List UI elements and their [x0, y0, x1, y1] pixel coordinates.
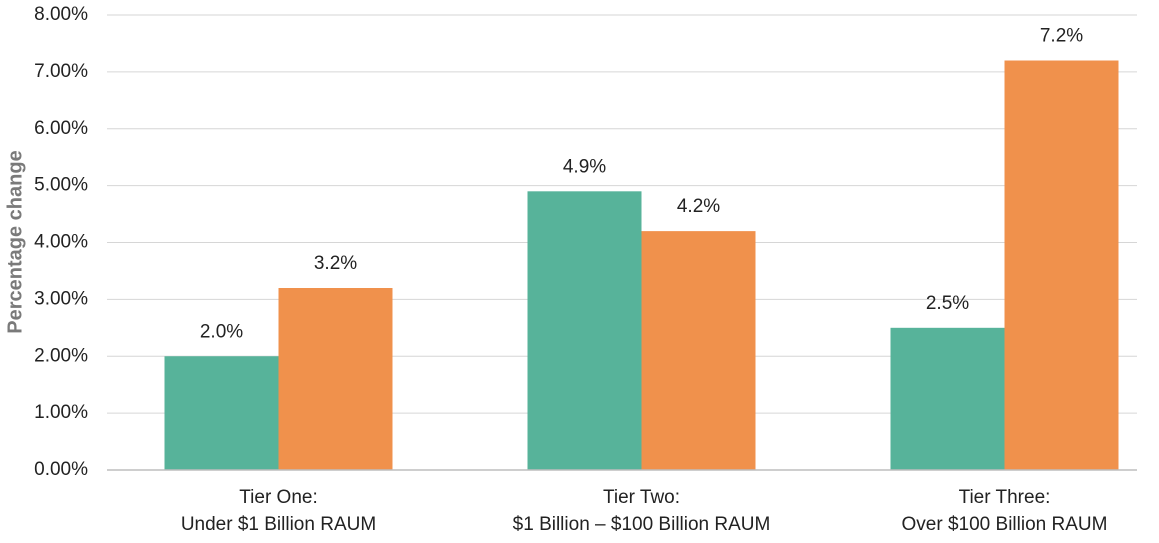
data-label: 3.2%	[314, 253, 357, 274]
y-tick-label: 2.00%	[34, 345, 88, 366]
y-tick-label: 4.00%	[34, 232, 88, 253]
data-label: 4.9%	[563, 156, 606, 177]
bar	[164, 356, 279, 470]
bar	[890, 327, 1005, 470]
x-tick-label: Tier One:	[239, 487, 318, 508]
x-tick-label: $1 Billion – $100 Billion RAUM	[513, 514, 771, 535]
data-label: 4.2%	[677, 196, 720, 217]
data-label: 2.0%	[200, 321, 243, 342]
x-tick-label: Tier Three:	[959, 487, 1051, 508]
y-tick-label: 1.00%	[34, 402, 88, 423]
y-tick-label: 6.00%	[34, 118, 88, 139]
y-tick-label: 3.00%	[34, 288, 88, 309]
x-tick-label: Over $100 Billion RAUM	[902, 514, 1108, 535]
bar	[278, 288, 393, 470]
y-tick-label: 8.00%	[34, 4, 88, 25]
y-tick-label: 5.00%	[34, 175, 88, 196]
x-tick-label: Tier Two:	[603, 487, 680, 508]
bar	[527, 191, 642, 470]
y-tick-label: 7.00%	[34, 61, 88, 82]
data-label: 2.5%	[926, 293, 969, 314]
y-tick-label: 0.00%	[34, 459, 88, 480]
bar	[1004, 60, 1119, 470]
data-label: 7.2%	[1040, 26, 1083, 47]
y-axis-title: Percentage change	[4, 150, 26, 333]
x-tick-label: Under $1 Billion RAUM	[181, 514, 376, 535]
bar	[641, 231, 756, 470]
